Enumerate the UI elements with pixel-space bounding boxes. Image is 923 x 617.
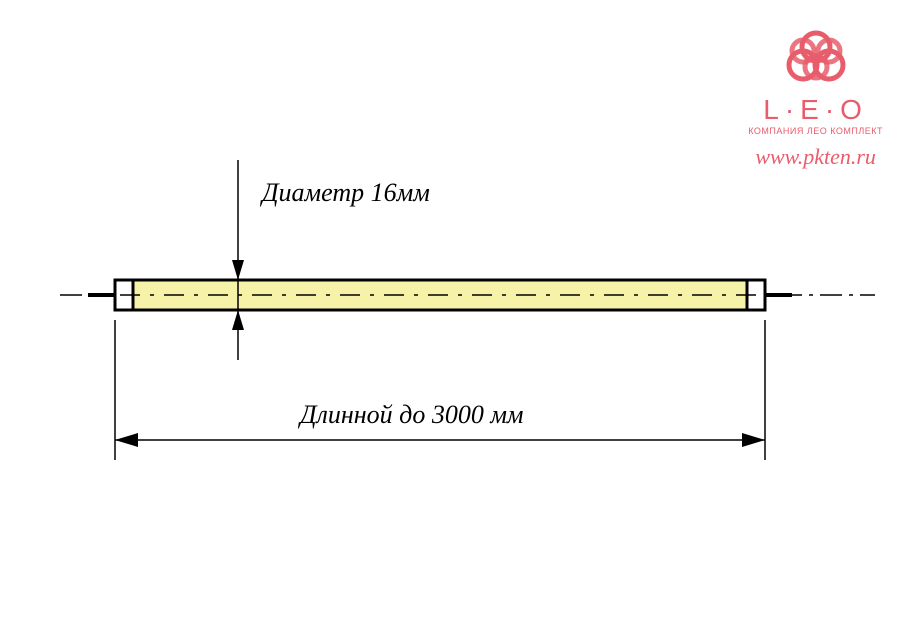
- diameter-arrow-bottom: [232, 310, 244, 330]
- length-arrow-left: [115, 433, 138, 447]
- diameter-label: Диаметр 16мм: [262, 178, 430, 208]
- length-arrow-right: [742, 433, 765, 447]
- length-label: Длинной до 3000 мм: [300, 400, 524, 430]
- technical-drawing: [0, 0, 923, 617]
- diameter-arrow-top: [232, 260, 244, 280]
